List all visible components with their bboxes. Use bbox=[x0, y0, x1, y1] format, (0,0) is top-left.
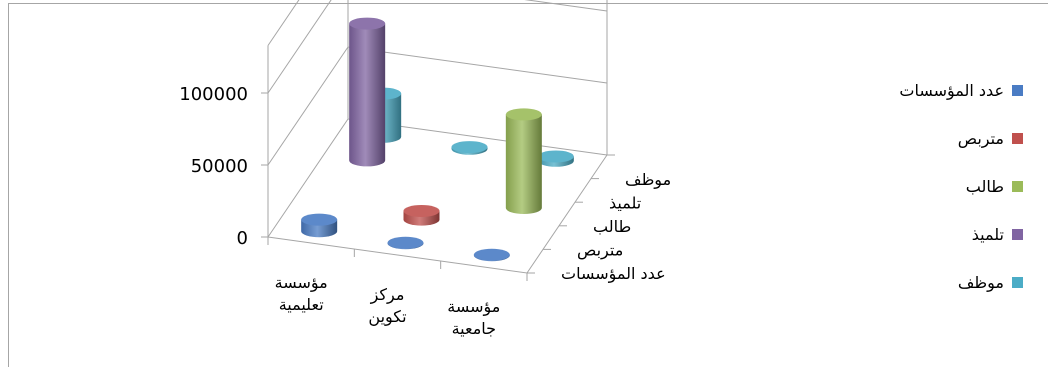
bar-top bbox=[505, 108, 542, 121]
bar-top bbox=[387, 236, 424, 249]
legend-item: تلميذ bbox=[972, 225, 1023, 244]
bar bbox=[301, 213, 338, 238]
bar bbox=[403, 204, 440, 226]
bar bbox=[349, 17, 386, 167]
y-tick-label: 50000 bbox=[191, 156, 248, 177]
category-label-line: مركز bbox=[370, 285, 405, 305]
legend-item: طالب bbox=[966, 177, 1023, 196]
bar-top bbox=[451, 141, 488, 154]
bar bbox=[387, 236, 424, 250]
chart-bars bbox=[301, 17, 574, 262]
category-label-line: مؤسسة bbox=[275, 273, 328, 293]
bar-top bbox=[403, 204, 440, 217]
category-labels: مؤسسة تعليمية مركز تكوين مؤسسة جامعية bbox=[275, 273, 501, 338]
legend-item: متربص bbox=[958, 129, 1023, 149]
y-tick-label: 0 bbox=[237, 228, 248, 249]
legend-swatch bbox=[1012, 85, 1023, 96]
legend-swatch bbox=[1012, 133, 1023, 144]
bar bbox=[505, 108, 542, 214]
category-label: مركز تكوين bbox=[368, 285, 406, 327]
bar-top bbox=[537, 150, 574, 163]
legend-swatch bbox=[1012, 229, 1023, 240]
bar-top bbox=[473, 248, 510, 261]
category-label: مؤسسة جامعية bbox=[447, 297, 500, 338]
category-label: مؤسسة تعليمية bbox=[275, 273, 328, 314]
legend-swatch bbox=[1012, 181, 1023, 192]
depth-label: طالب bbox=[593, 217, 631, 236]
chart-frame bbox=[8, 3, 1048, 367]
depth-label: تلميذ bbox=[609, 193, 641, 212]
bar bbox=[451, 141, 488, 155]
legend-label: موظف bbox=[958, 273, 1004, 293]
depth-label: عدد المؤسسات bbox=[561, 264, 666, 284]
legend-item: موظف bbox=[958, 273, 1023, 293]
category-label-line: مؤسسة bbox=[447, 297, 500, 317]
y-axis-ticks: 0 50000 100000 bbox=[179, 84, 248, 249]
legend-item: عدد المؤسسات bbox=[899, 81, 1023, 101]
bar-top bbox=[301, 213, 338, 226]
bar-body bbox=[505, 114, 542, 214]
category-label-line: تكوين bbox=[368, 307, 406, 327]
depth-label: متربص bbox=[577, 241, 623, 261]
legend-swatch bbox=[1012, 277, 1023, 288]
bar-top bbox=[349, 17, 386, 30]
depth-label: موظف bbox=[625, 170, 671, 190]
legend-label: تلميذ bbox=[972, 225, 1004, 244]
chart-walls bbox=[261, 0, 615, 281]
bar bbox=[473, 248, 510, 262]
legend: عدد المؤسسات متربص طالب تلميذ موظف bbox=[899, 81, 1023, 293]
y-tick-label: 100000 bbox=[179, 84, 248, 105]
category-label-line: جامعية bbox=[452, 319, 496, 338]
legend-label: متربص bbox=[958, 129, 1004, 149]
depth-axis-labels: عدد المؤسسات متربص طالب تلميذ موظف bbox=[561, 170, 671, 284]
legend-label: عدد المؤسسات bbox=[899, 81, 1004, 101]
category-label-line: تعليمية bbox=[279, 295, 324, 314]
bar-body bbox=[349, 23, 386, 167]
legend-label: طالب bbox=[966, 177, 1004, 196]
bar bbox=[537, 150, 574, 167]
